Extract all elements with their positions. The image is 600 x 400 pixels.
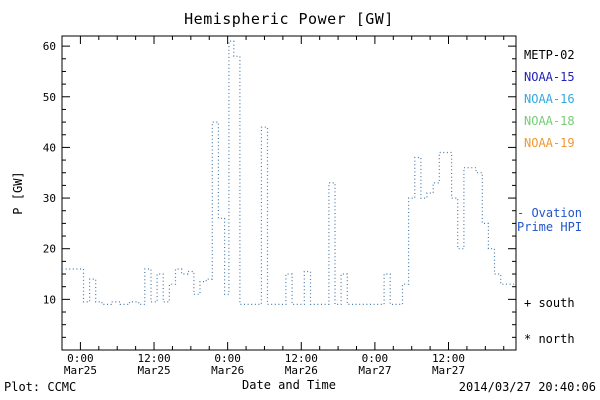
x-axis-label: Date and Time (242, 378, 336, 392)
x-tick-label-date: Mar26 (285, 364, 318, 377)
x-tick-label-date: Mar27 (358, 364, 391, 377)
y-tick-label: 60 (43, 40, 56, 53)
y-tick-label: 50 (43, 91, 56, 104)
legend-noaa-19: NOAA-19 (524, 136, 575, 150)
ovation-annotation-line2: Prime HPI (517, 220, 583, 234)
x-tick-label-date: Mar27 (432, 364, 465, 377)
legend-metp-02: METP-02 (524, 48, 575, 62)
legend-noaa-18: NOAA-18 (524, 114, 575, 128)
x-tick-label-time: 0:00 (362, 352, 389, 365)
y-tick-label: 30 (43, 192, 56, 205)
ovation-annotation: - Ovation Prime HPI (517, 206, 582, 234)
plot-timestamp: 2014/03/27 20:40:06 (458, 380, 596, 394)
chart-title: Hemispheric Power [GW] (184, 10, 394, 28)
x-tick-label-date: Mar25 (64, 364, 97, 377)
south-marker-label: + south (524, 296, 575, 310)
y-tick-label: 20 (43, 243, 56, 256)
x-tick-label-date: Mar26 (211, 364, 244, 377)
x-tick-label-date: Mar25 (137, 364, 170, 377)
y-tick-label: 40 (43, 141, 56, 154)
hpi-data-line (62, 40, 516, 305)
x-tick-label-time: 12:00 (137, 352, 170, 365)
x-tick-label-time: 0:00 (67, 352, 94, 365)
ovation-annotation-line1: - Ovation (517, 206, 583, 220)
legend-noaa-15: NOAA-15 (524, 70, 575, 84)
y-tick-label: 10 (43, 293, 56, 306)
satellite-legend: METP-02 NOAA-15 NOAA-16 NOAA-18 NOAA-19 (524, 44, 575, 154)
legend-noaa-16: NOAA-16 (524, 92, 575, 106)
x-tick-label-time: 0:00 (214, 352, 241, 365)
north-marker-label: * north (524, 332, 575, 346)
x-tick-label-time: 12:00 (432, 352, 465, 365)
plot-source-label: Plot: CCMC (4, 380, 77, 394)
axis-frame (61, 35, 517, 351)
x-tick-label-time: 12:00 (285, 352, 318, 365)
